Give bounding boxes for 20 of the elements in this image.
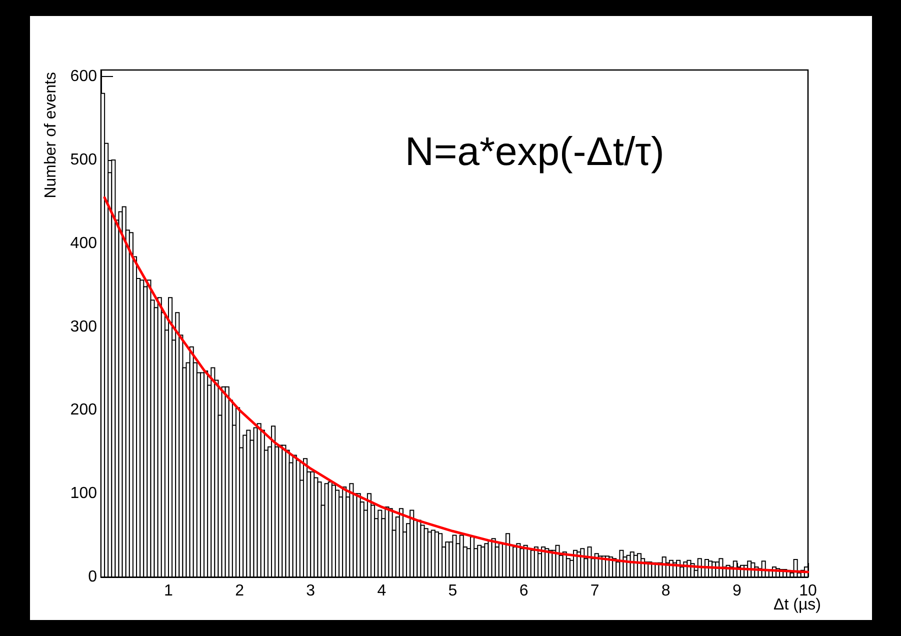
x-tick-label: 1 [164, 582, 174, 600]
y-tick-label: 200 [70, 402, 98, 419]
x-tick-label: 5 [448, 582, 458, 600]
x-tick-label: 4 [377, 582, 386, 600]
y-tick-label: 300 [70, 318, 98, 336]
x-tick-label: 2 [235, 582, 244, 600]
y-axis-title: Number of events [42, 72, 60, 198]
x-tick-label: 8 [661, 582, 670, 600]
x-tick-label: 9 [732, 582, 742, 600]
x-tick-label: 6 [519, 582, 528, 600]
y-tick-label: 0 [88, 568, 98, 586]
x-axis-title: Δt (µs) [774, 596, 821, 614]
y-tick-label: 500 [70, 152, 98, 169]
y-tick-label: 100 [70, 485, 98, 502]
y-tick-label: 600 [70, 68, 98, 86]
x-tick-label: 10 [799, 582, 817, 600]
annotation: N=a*exp(-Δt/τ) [405, 130, 664, 174]
y-tick-label: 400 [70, 234, 98, 252]
x-tick-label: 3 [306, 582, 316, 600]
x-tick-label: 7 [590, 582, 600, 600]
